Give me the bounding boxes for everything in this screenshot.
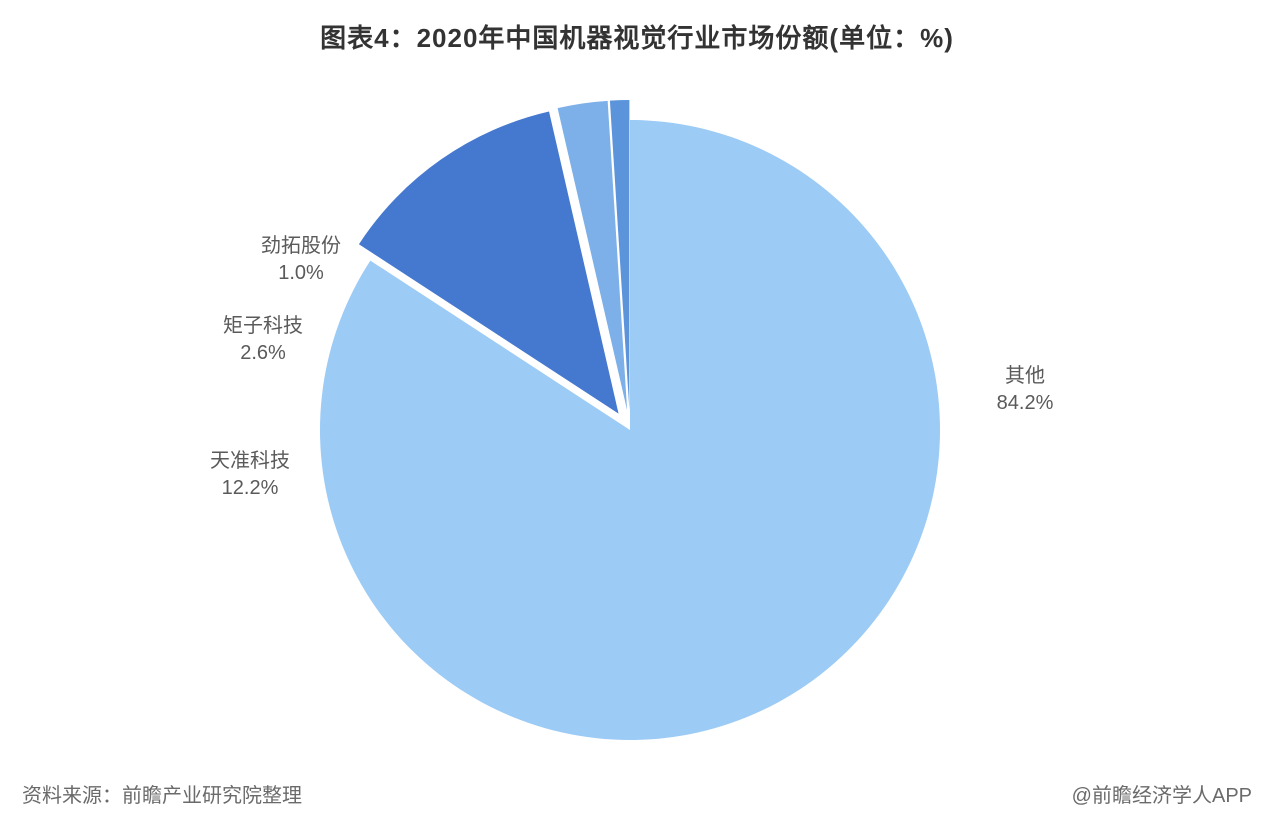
- pie-svg: [0, 60, 1274, 770]
- attribution-label: @前瞻经济学人APP: [1072, 779, 1252, 808]
- slice-label-其他: 其他84.2%: [997, 363, 1054, 417]
- slice-label-value: 1.0%: [261, 260, 341, 287]
- slice-label-name: 天准科技: [210, 448, 290, 475]
- slice-label-value: 2.6%: [223, 340, 303, 367]
- source-label: 资料来源：前瞻产业研究院整理: [22, 779, 302, 808]
- chart-title: 图表4：2020年中国机器视觉行业市场份额(单位：%): [0, 0, 1274, 55]
- slice-label-天准科技: 天准科技12.2%: [210, 448, 290, 502]
- slice-label-矩子科技: 矩子科技2.6%: [223, 313, 303, 367]
- slice-label-劲拓股份: 劲拓股份1.0%: [261, 233, 341, 287]
- slice-label-value: 84.2%: [997, 390, 1054, 417]
- pie-chart: 其他84.2% 天准科技12.2% 矩子科技2.6% 劲拓股份1.0%: [0, 60, 1274, 770]
- slice-label-value: 12.2%: [210, 475, 290, 502]
- slice-label-name: 矩子科技: [223, 313, 303, 340]
- slice-label-name: 其他: [997, 363, 1054, 390]
- slice-label-name: 劲拓股份: [261, 233, 341, 260]
